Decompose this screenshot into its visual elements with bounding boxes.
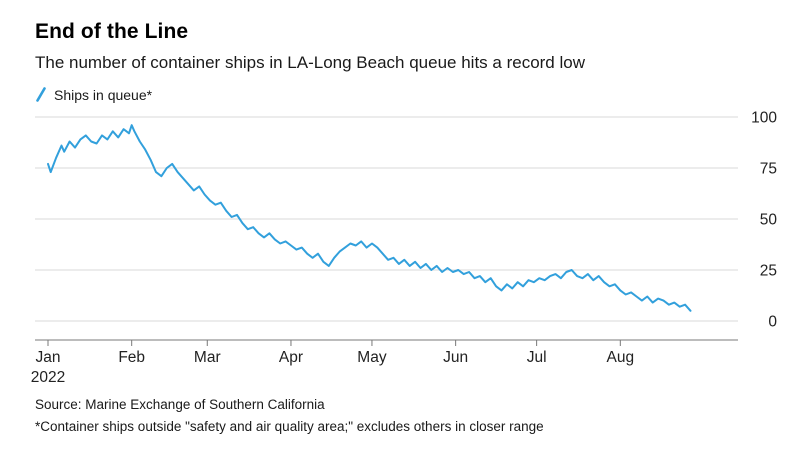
legend-label: Ships in queue*	[54, 86, 153, 103]
legend-slash-icon	[36, 87, 46, 102]
x-tick-label: May	[357, 349, 387, 366]
x-tick-label: Mar	[194, 349, 221, 366]
chart-header: End of the Line The number of container …	[0, 0, 800, 103]
x-tick-label: Apr	[279, 349, 303, 366]
x-tick-label: Jul	[527, 349, 547, 366]
series-line	[47, 124, 692, 312]
y-tick-label: 100	[751, 110, 777, 127]
legend: Ships in queue*	[35, 86, 760, 103]
x-year-label: 2022	[31, 369, 65, 386]
x-tick-label: Jun	[443, 349, 468, 366]
footnote-text: *Container ships outside "safety and air…	[35, 418, 544, 434]
y-tick-label: 50	[760, 212, 778, 229]
x-tick-label: Aug	[607, 349, 635, 366]
x-tick-label: Feb	[118, 349, 145, 366]
chart-footer: Source: Marine Exchange of Southern Cali…	[35, 396, 544, 439]
chart-subtitle: The number of container ships in LA-Long…	[35, 53, 585, 72]
x-tick-label: Jan	[36, 349, 61, 366]
y-tick-label: 75	[760, 161, 777, 178]
y-tick-label: 0	[768, 314, 777, 331]
y-tick-label: 25	[760, 263, 777, 280]
chart-title: End of the Line	[35, 20, 189, 43]
source-text: Source: Marine Exchange of Southern Cali…	[35, 397, 325, 412]
